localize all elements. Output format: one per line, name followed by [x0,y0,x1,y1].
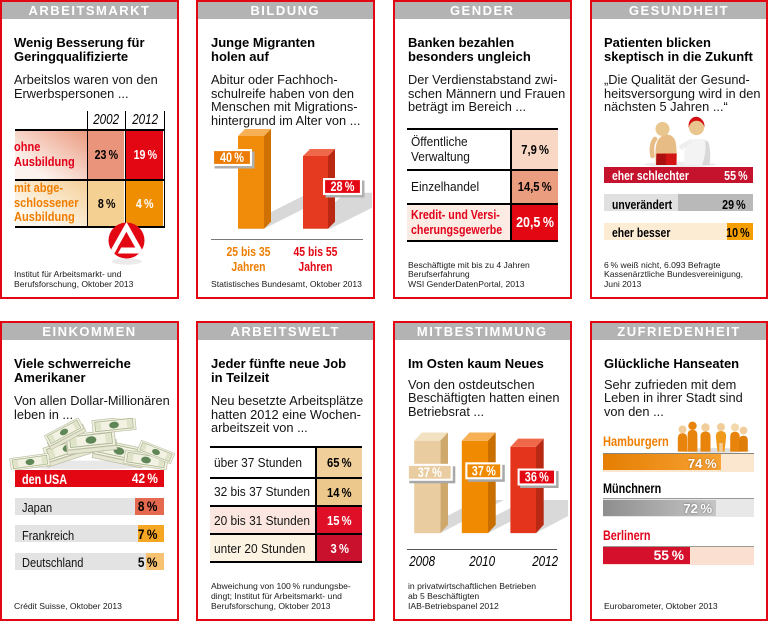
svg-text:36 %: 36 % [525,469,549,485]
svg-text:28 %: 28 % [330,179,354,195]
svg-text:40 %: 40 % [220,150,244,166]
svg-text:37 %: 37 % [472,463,496,479]
svg-text:37 %: 37 % [418,465,442,481]
